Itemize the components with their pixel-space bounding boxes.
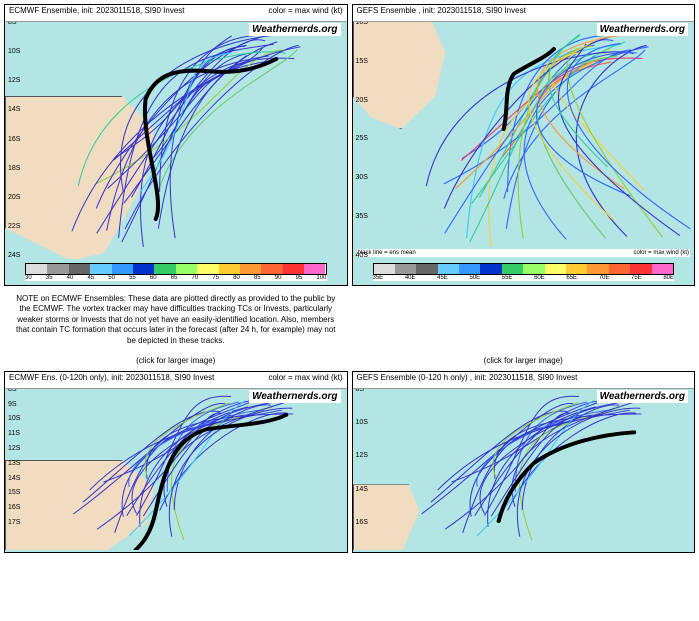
panel-title: GEFS Ensemble (0-120 h only) , init: 202… — [357, 373, 578, 387]
map-area — [353, 19, 695, 259]
ecmwf-full-panel[interactable]: ECMWF Ensemble, init: 2023011518, SI90 I… — [4, 4, 348, 286]
y-axis: 8S10S12S14S16S — [355, 386, 375, 526]
ecmwf-note: NOTE on ECMWF Ensembles: These data are … — [4, 290, 348, 350]
watermark: Weathernerds.org — [597, 23, 688, 36]
ensemble-tracks — [353, 19, 695, 259]
panel-title-bar: ECMWF Ensemble, init: 2023011518, SI90 I… — [5, 5, 347, 22]
gefs-full-panel[interactable]: GEFS Ensemble , init: 2023011518, SI90 I… — [352, 4, 696, 286]
gefs-120h-panel[interactable]: GEFS Ensemble (0-120 h only) , init: 202… — [352, 371, 696, 553]
y-axis: 8S10S12S14S16S18S20S22S24S — [7, 19, 27, 259]
panel-title: GEFS Ensemble , init: 2023011518, SI90 I… — [357, 6, 526, 20]
map-area — [5, 19, 347, 259]
colorbar: 35E40E45E50E55E60E65E70E75E80E — [373, 263, 675, 281]
panel-title-bar: GEFS Ensemble (0-120 h only) , init: 202… — [353, 372, 695, 389]
ensemble-tracks — [5, 386, 347, 550]
ensemble-tracks — [353, 386, 695, 550]
ensemble-tracks — [5, 19, 347, 259]
y-axis: 8S9S10S11S12S13S14S15S16S17S — [7, 386, 27, 526]
panel-title-bar: ECMWF Ens. (0-120h only), init: 20230115… — [5, 372, 347, 389]
panel-title: ECMWF Ens. (0-120h only), init: 20230115… — [9, 373, 214, 387]
map-area — [5, 386, 347, 550]
ecmwf-120h-panel[interactable]: ECMWF Ens. (0-120h only), init: 20230115… — [4, 371, 348, 553]
panel-title-bar: GEFS Ensemble , init: 2023011518, SI90 I… — [353, 5, 695, 22]
legend-note: black line = ens mean color = max wind (… — [357, 249, 691, 257]
watermark: Weathernerds.org — [249, 23, 340, 36]
map-area — [353, 386, 695, 550]
watermark: Weathernerds.org — [249, 390, 340, 403]
watermark: Weathernerds.org — [597, 390, 688, 403]
panel-title: ECMWF Ensemble, init: 2023011518, SI90 I… — [9, 6, 185, 20]
panel-subtitle: color = max wind (kt) — [268, 6, 342, 20]
click-caption: (click for larger image) — [352, 354, 696, 367]
panel-subtitle: color = max wind (kt) — [268, 373, 342, 387]
y-axis: 10S15S20S25S30S35S40S — [355, 19, 375, 259]
colorbar: 3035404550556065707580859095100 — [25, 263, 327, 281]
click-caption: (click for larger image) — [4, 354, 348, 367]
